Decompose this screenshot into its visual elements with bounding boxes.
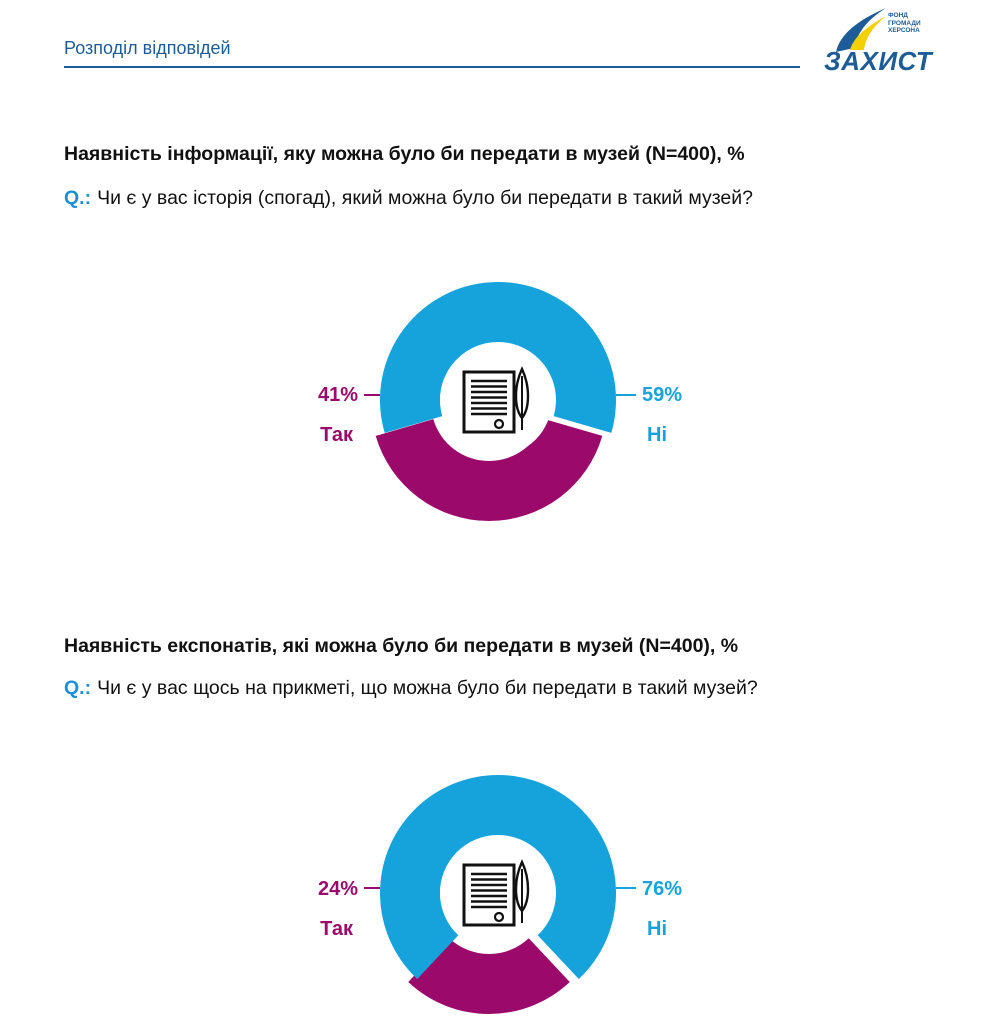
donut-center <box>440 837 552 949</box>
donut-slice-no <box>380 775 616 980</box>
question-prefix: Q.: <box>64 677 92 699</box>
chart-1-no-label: Ні <box>647 424 667 446</box>
chart-2-no-percent: 76% <box>642 878 683 900</box>
chart-1-question: Q.: Чи є у вас історія (спогад), який мож… <box>64 187 753 210</box>
chart-2-title: Наявність експонатів, які можна було би … <box>64 635 739 657</box>
logo: ФОНД ГРОМАДИ ХЕРСОНА ЗАХИСТ <box>818 4 938 76</box>
donut-chart-1 <box>364 282 636 522</box>
question-prefix: Q.: <box>64 187 92 209</box>
donut-slice-yes <box>375 419 603 522</box>
question-text: Чи є у вас історія (спогад), який можна … <box>97 187 754 209</box>
logo-flame-icon <box>836 8 886 52</box>
donut-slice-no <box>379 282 616 433</box>
donut-center <box>440 344 552 456</box>
document-quill-icon <box>462 859 530 927</box>
donut-slice-yes <box>408 938 570 1015</box>
question-text: Чи є у вас щось на прикметі, що можна бу… <box>97 677 758 699</box>
document-quill-icon <box>462 366 530 434</box>
chart-2-question: Q.: Чи є у вас щось на прикметі, що можна… <box>64 677 758 700</box>
logo-wordmark: ЗАХИСТ <box>824 46 933 76</box>
chart-1-title: Наявність інформації, яку можна було би … <box>64 143 745 165</box>
header-divider <box>64 66 800 68</box>
donut-chart-2 <box>364 775 636 1015</box>
logo-small-text: ФОНД ГРОМАДИ ХЕРСОНА <box>888 12 921 34</box>
chart-2-yes-label: Так <box>320 918 353 940</box>
page-title: Розподіл відповідей <box>64 38 231 58</box>
chart-2-no-label: Ні <box>647 918 667 940</box>
chart-1-yes-percent: 41% <box>317 384 358 406</box>
chart-1-yes-label: Так <box>320 424 353 446</box>
chart-1-no-percent: 59% <box>642 384 683 406</box>
chart-2-yes-percent: 24% <box>317 878 358 900</box>
